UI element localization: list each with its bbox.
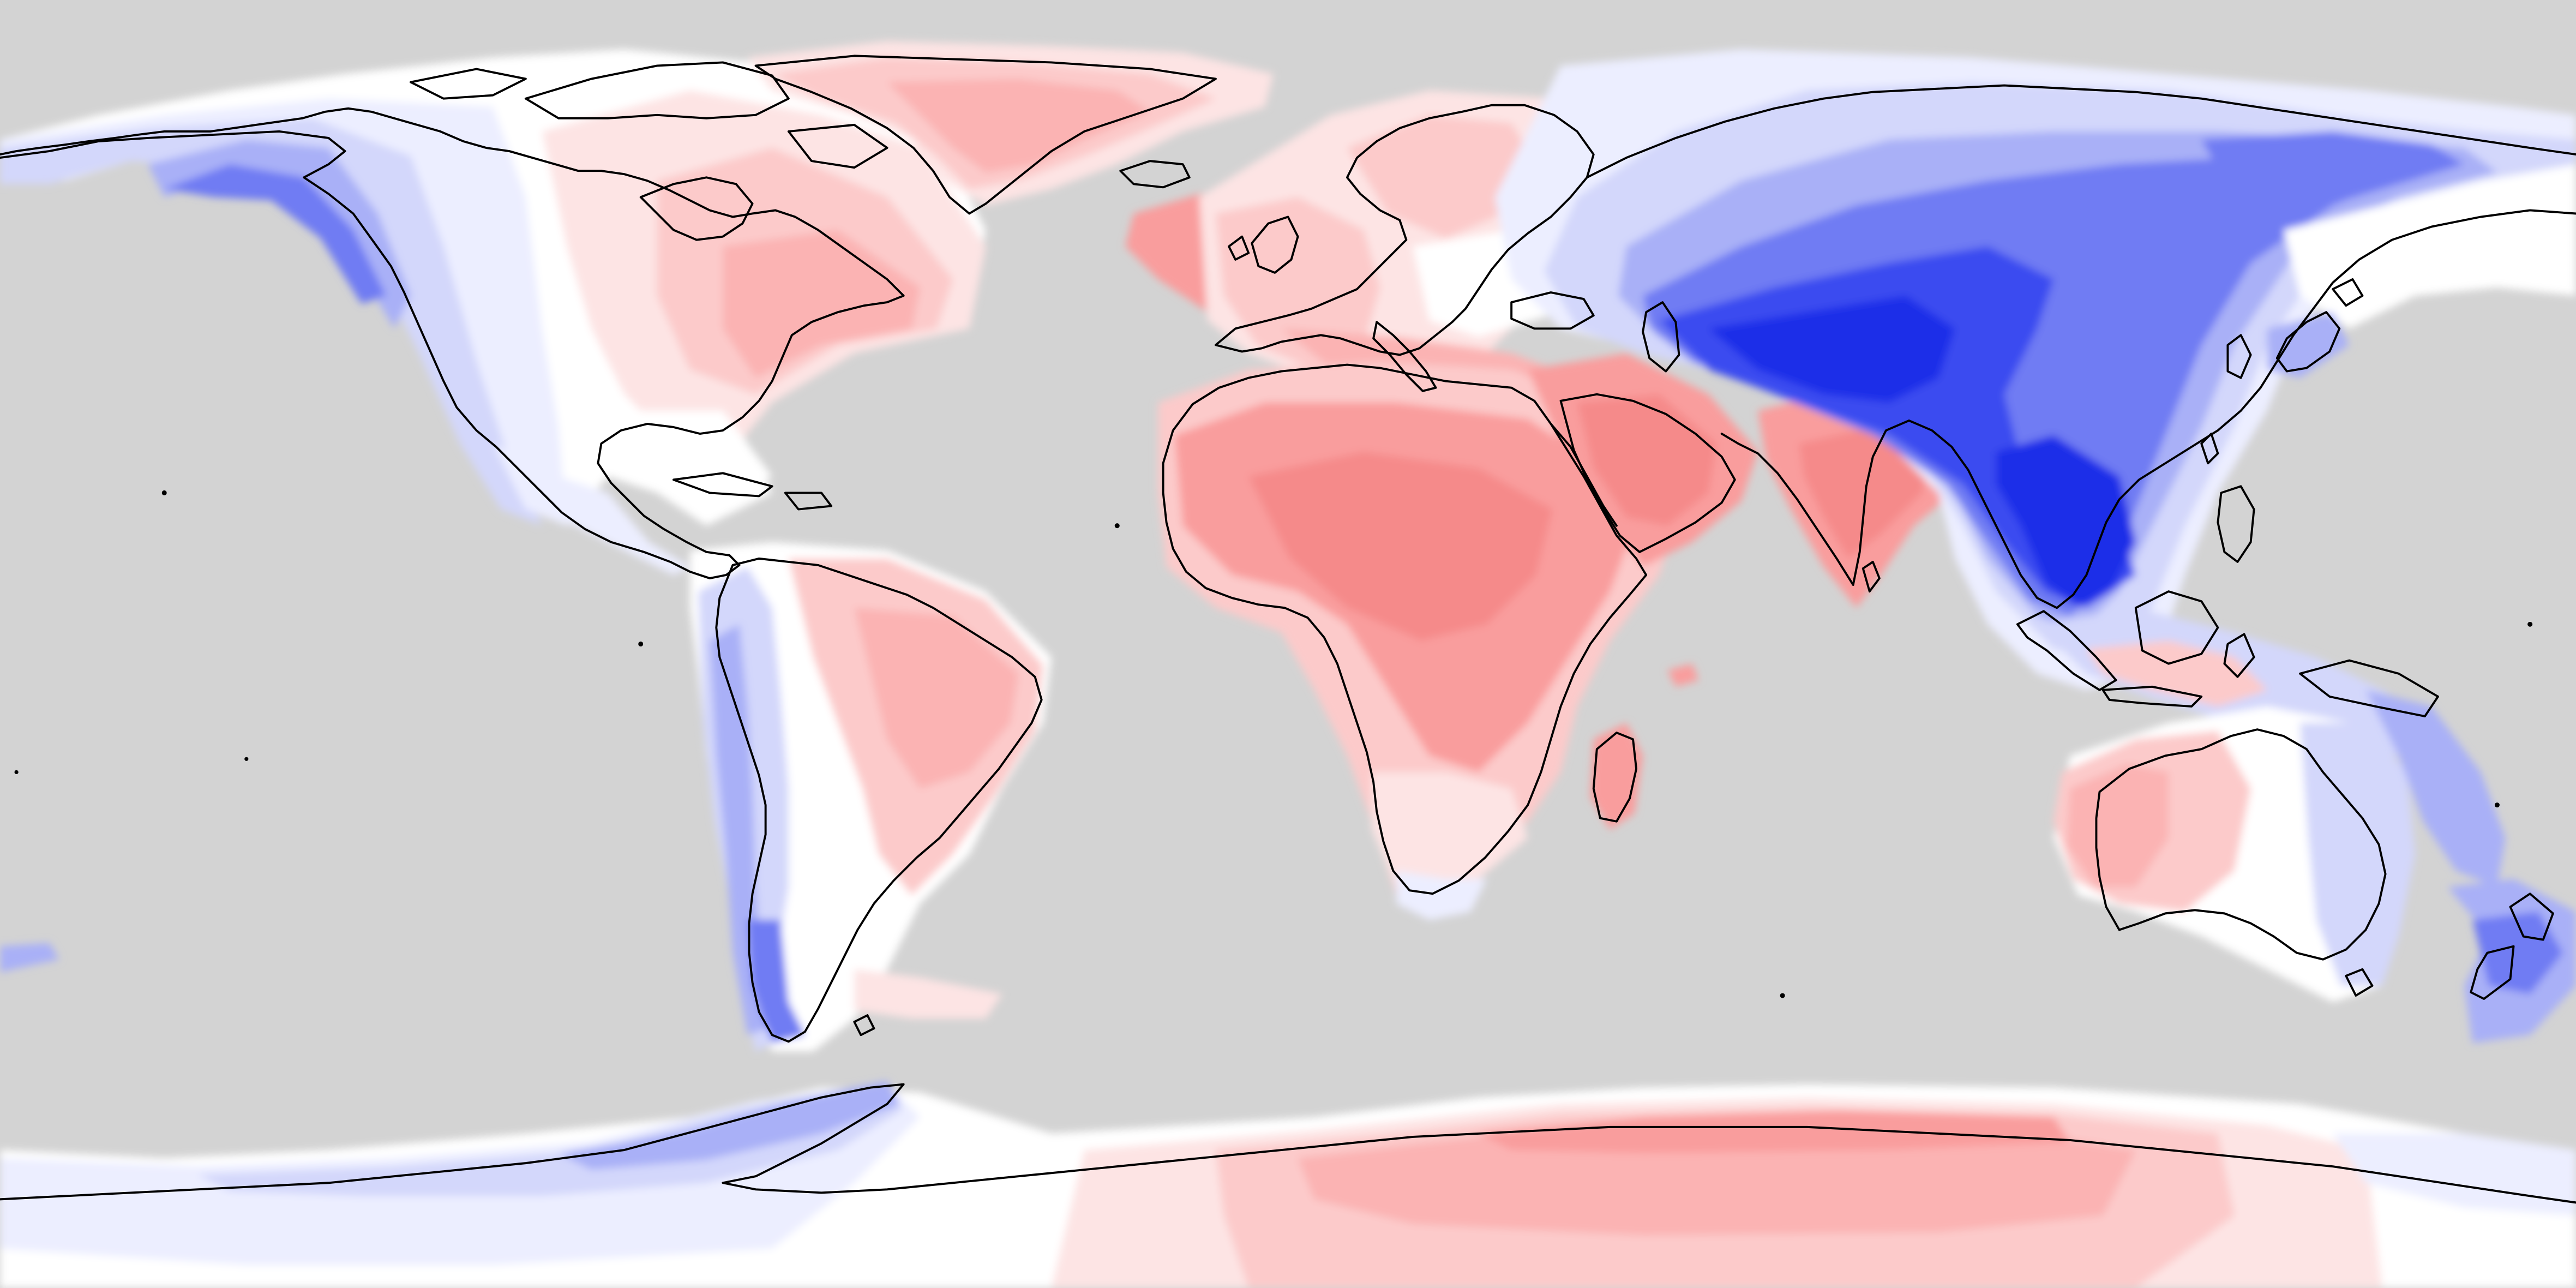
coastline-philippines: [2217, 485, 2255, 563]
coastline-arabia: [1559, 393, 1736, 553]
island-markers: [14, 490, 2533, 998]
ant-peninsula-blue-soft: [559, 1081, 900, 1170]
coastline-taiwan: [2200, 433, 2219, 465]
as-siberia-blue-mid: [2201, 131, 2465, 214]
sa-patagonia-blue: [747, 920, 805, 1044]
coastline-java: [2101, 685, 2203, 708]
coastline-africa: [1162, 363, 1648, 895]
region-australia: [2053, 690, 2576, 1044]
af-cape-blue: [1396, 871, 1487, 920]
region-south-america: [690, 542, 1052, 1052]
ant-east-red-mid: [1478, 1110, 2070, 1154]
coastline-sri-lanka: [1862, 560, 1881, 593]
af-red-strong: [1248, 452, 1553, 641]
coastline-uk: [1228, 215, 1299, 274]
coastline-antarctica: [0, 1083, 2576, 1204]
coastline-new-guinea: [2299, 659, 2439, 717]
sa-south-red-pale: [854, 969, 1002, 1019]
coastline-red-sea: [1550, 423, 1618, 527]
region-north-america: [0, 49, 986, 576]
as-blue-strong: [1708, 296, 1955, 403]
coastline-japan: [2275, 278, 2364, 373]
region-indonesia: [2037, 608, 2431, 756]
coastline-tasmania: [2345, 968, 2374, 997]
na-west-blue-light: [0, 118, 542, 526]
na-alaska-blue-mid: [164, 164, 386, 304]
island-dot: [244, 757, 249, 761]
coastline-black-sea: [1510, 291, 1595, 330]
ant-east-red-soft: [1298, 1120, 2136, 1236]
ar-core: [1577, 394, 1717, 526]
eu-west-red-light: [1215, 197, 1380, 370]
coastline-madagascar: [1592, 732, 1638, 823]
coastline-new-zealand: [2470, 892, 2554, 1000]
coastline-greenland: [754, 55, 1217, 215]
na-west-blue-soft: [148, 139, 411, 329]
region-greenland: [747, 41, 1274, 206]
af-island: [1667, 663, 1699, 687]
eu-scand-red: [1347, 115, 1536, 238]
island-dot: [638, 641, 644, 647]
coastline-sulawesi: [2223, 633, 2255, 678]
island-dot: [161, 490, 167, 495]
region-arabia: [1528, 353, 1758, 567]
coastline-asia: [1586, 84, 2576, 609]
coastline-korea: [2226, 334, 2252, 379]
coastline-canada-arctic: [410, 61, 888, 169]
sa-east-red-soft: [854, 608, 1019, 789]
coastline-australia: [2095, 728, 2387, 961]
coastline-europe: [1215, 104, 1595, 356]
pacific-blue-patch: [0, 943, 59, 973]
coastline-hudson-bay: [639, 176, 754, 241]
au-tasman-blue-soft: [2365, 690, 2506, 888]
island-dot: [2494, 802, 2500, 808]
island-dot: [2527, 621, 2533, 627]
as-seasia-strong: [1996, 435, 2136, 608]
as-japan-blue: [2267, 312, 2350, 378]
coastline-italy: [1372, 321, 1437, 392]
region-africa: [1158, 361, 1699, 920]
au-west-red-soft: [2067, 764, 2169, 888]
coastline-iceland: [1119, 160, 1191, 189]
af-south-red-pale: [1372, 772, 1528, 904]
af-madagascar: [1590, 723, 1643, 830]
island-dot: [1780, 993, 1785, 998]
ant-far-east-blue-pale: [2333, 1133, 2576, 1216]
coastline-sumatra: [2016, 610, 2117, 691]
coastline-cuba: [672, 472, 833, 511]
au-nz-blue-mid: [2472, 912, 2563, 994]
id-red: [2086, 640, 2267, 706]
island-dot: [14, 770, 19, 775]
coastline-caspian: [1642, 301, 1680, 373]
coastline-south-america: [715, 557, 1043, 1043]
gl-red-soft: [887, 79, 1150, 173]
na-mexico-blue-pale: [493, 444, 690, 576]
region-europe: [1125, 90, 1577, 403]
au-east-blue-light: [2299, 723, 2415, 986]
as-blue-mid: [1643, 156, 2415, 616]
coastline-north-america: [0, 107, 905, 579]
coastline-borneo: [2134, 590, 2219, 665]
island-dot: [1114, 523, 1120, 529]
coastline-layer: [0, 55, 2576, 1204]
na-gulf-white: [591, 410, 772, 510]
ant-west-blue-light: [197, 1087, 904, 1196]
region-antarctica: [0, 1081, 2576, 1288]
coastline-falklands: [853, 1014, 875, 1037]
anomaly-fill-layer: [0, 41, 2576, 1288]
